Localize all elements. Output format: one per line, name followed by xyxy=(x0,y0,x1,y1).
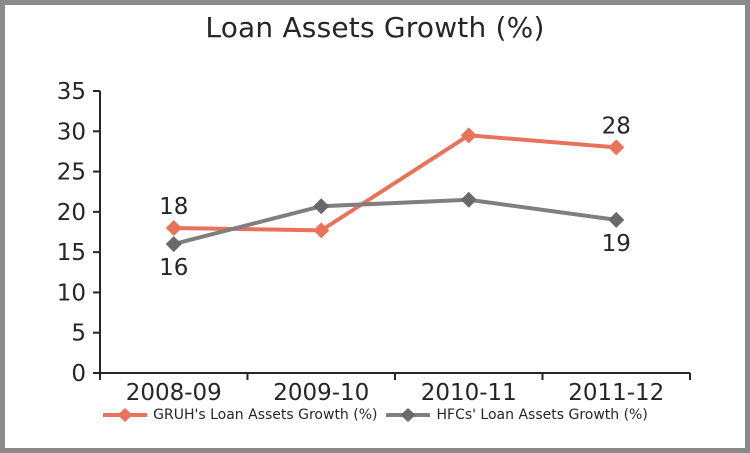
x-category-label: 2008-09 xyxy=(126,380,222,406)
data-label: 19 xyxy=(602,231,631,257)
hfcs-series-marker-icon xyxy=(386,408,431,422)
data-point-marker xyxy=(460,127,477,144)
gruh-series-marker-icon xyxy=(103,408,148,422)
y-tick-label: 35 xyxy=(57,79,86,105)
legend-label-gruh: GRUH's Loan Assets Growth (%) xyxy=(153,407,378,423)
y-tick-label: 0 xyxy=(71,361,86,387)
data-label: 16 xyxy=(159,255,188,281)
data-point-marker xyxy=(460,191,477,208)
data-point-marker xyxy=(165,219,182,236)
chart-title: Loan Assets Growth (%) xyxy=(205,11,545,44)
y-tick-label: 30 xyxy=(57,119,86,145)
data-point-marker xyxy=(313,198,330,215)
series-line-0 xyxy=(173,133,617,233)
y-tick-label: 15 xyxy=(57,240,86,266)
legend: GRUH's Loan Assets Growth (%) HFCs' Loan… xyxy=(0,407,750,423)
x-category-label: 2011-12 xyxy=(568,380,664,406)
data-label: 28 xyxy=(602,113,631,139)
y-tick-label: 10 xyxy=(57,280,86,306)
x-category-label: 2010-11 xyxy=(421,380,517,406)
y-tick-label: 25 xyxy=(57,160,86,186)
legend-label-hfcs: HFCs' Loan Assets Growth (%) xyxy=(436,407,648,423)
data-point-marker xyxy=(165,236,182,253)
y-tick-label: 20 xyxy=(57,200,86,226)
x-category-label: 2009-10 xyxy=(273,380,369,406)
data-point-marker xyxy=(313,222,330,239)
legend-item-gruh: GRUH's Loan Assets Growth (%) xyxy=(102,407,377,423)
series-line-1 xyxy=(173,197,617,247)
data-point-marker xyxy=(608,139,625,156)
legend-item-hfcs: HFCs' Loan Assets Growth (%) xyxy=(385,407,648,423)
y-tick-label: 5 xyxy=(71,321,86,347)
data-label: 18 xyxy=(159,194,188,220)
data-point-marker xyxy=(608,211,625,228)
